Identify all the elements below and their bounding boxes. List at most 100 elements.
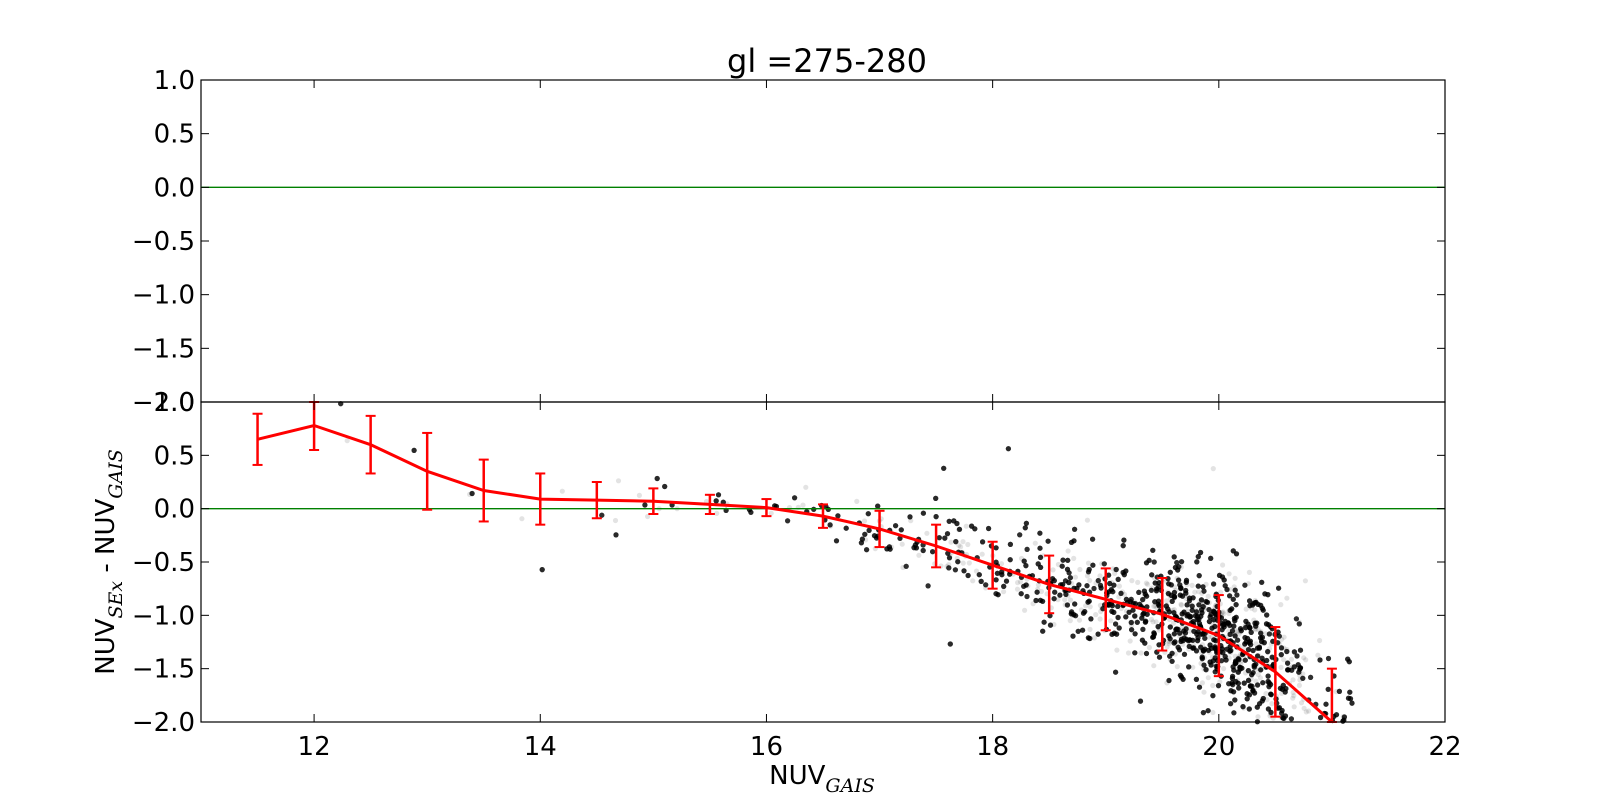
scatter-point — [859, 536, 866, 542]
scatter-point — [1175, 567, 1181, 573]
scatter-point — [1084, 583, 1090, 589]
scatter-point — [1185, 594, 1191, 600]
scatter-point — [1288, 656, 1295, 662]
scatter-point — [1253, 678, 1259, 684]
scatter-point — [1229, 680, 1235, 686]
scatter-point — [1164, 680, 1170, 686]
scatter-point — [1219, 609, 1225, 616]
scatter-point — [1291, 693, 1297, 699]
scatter-point — [1268, 711, 1274, 717]
scatter-point — [1285, 667, 1291, 674]
scatter-point — [1199, 680, 1205, 686]
scatter-point — [1332, 713, 1338, 719]
scatter-point — [1265, 622, 1272, 628]
scatter-point — [1095, 631, 1101, 637]
scatter-point — [1022, 607, 1028, 613]
scatter-point — [965, 541, 971, 548]
scatter-point — [1097, 616, 1103, 622]
scatter-point — [1133, 613, 1139, 619]
scatter-point — [1255, 601, 1261, 608]
scatter-point — [1238, 651, 1244, 657]
scatter-point — [1174, 664, 1180, 670]
scatter-point — [1251, 687, 1257, 693]
scatter-point — [1251, 617, 1257, 623]
scatter-point — [1164, 578, 1170, 585]
scatter-point — [1259, 605, 1265, 612]
scatter-point — [1303, 709, 1309, 715]
scatter-point — [1239, 665, 1245, 671]
scatter-point — [1284, 646, 1290, 653]
scatter-point — [1067, 575, 1073, 581]
scatter-point — [1231, 689, 1237, 695]
scatter-point — [1164, 598, 1170, 604]
scatter-point — [1198, 644, 1204, 650]
scatter-point — [1178, 638, 1184, 645]
scatter-point — [1060, 557, 1066, 563]
scatter-point — [1297, 647, 1304, 653]
scatter-point — [1306, 708, 1312, 714]
scatter-point — [1179, 674, 1185, 680]
scatter-point — [1219, 620, 1225, 626]
scatter-point — [1199, 642, 1206, 648]
scatter-point — [1087, 635, 1093, 642]
scatter-point — [861, 518, 868, 524]
scatter-point — [1234, 677, 1241, 683]
scatter-point — [1302, 578, 1308, 584]
scatter-point — [1093, 580, 1099, 586]
scatter-point — [1132, 614, 1138, 620]
scatter-point — [1201, 662, 1207, 668]
scatter-point — [966, 560, 972, 566]
scatter-point — [998, 561, 1005, 567]
top-y-ticks: 1.00.50.0−0.5−1.0−1.5−2.0 — [132, 66, 1445, 418]
scatter-point — [1204, 667, 1210, 673]
scatter-point — [1252, 626, 1258, 632]
scatter-point — [1186, 646, 1192, 652]
scatter-point — [1194, 631, 1200, 637]
scatter-point — [1264, 697, 1270, 703]
scatter-point — [1152, 603, 1158, 609]
scatter-point — [1296, 669, 1302, 675]
top-x-ticks — [313, 80, 1446, 402]
scatter-point — [1245, 668, 1251, 674]
scatter-point — [1281, 657, 1287, 663]
scatter-point — [803, 484, 809, 490]
scatter-point — [1167, 595, 1174, 601]
scatter-point — [1171, 631, 1177, 637]
scatter-point — [999, 569, 1005, 575]
scatter-point — [1255, 682, 1261, 688]
scatter-point — [948, 539, 954, 545]
scatter-point — [1237, 654, 1243, 660]
scatter-point — [1126, 609, 1132, 615]
scatter-point — [800, 502, 806, 508]
scatter-point — [1142, 640, 1148, 646]
scatter-point — [1166, 641, 1172, 647]
scatter-point — [1266, 646, 1273, 652]
scatter-point — [1226, 571, 1232, 577]
scatter-point — [1208, 662, 1214, 668]
scatter-point — [916, 552, 922, 558]
scatter-point — [1144, 611, 1150, 617]
scatter-point — [1291, 704, 1297, 710]
scatter-point — [1230, 596, 1236, 602]
scatter-point — [1099, 561, 1105, 567]
scatter-point — [1001, 583, 1007, 590]
scatter-point — [1150, 619, 1156, 625]
scatter-point — [1269, 655, 1275, 661]
scatter-point — [1087, 577, 1093, 584]
scatter-point — [1192, 611, 1198, 617]
scatter-point — [969, 523, 975, 529]
scatter-point — [1144, 593, 1150, 599]
scatter-point — [1167, 569, 1173, 575]
scatter-point — [1087, 626, 1093, 633]
scatter-point — [1156, 654, 1163, 660]
scatter-point — [1171, 595, 1177, 601]
scatter-point — [720, 499, 726, 505]
scatter-point — [1218, 589, 1224, 596]
scatter-point — [1108, 584, 1114, 591]
scatter-point — [1090, 562, 1096, 568]
scatter-point — [1032, 540, 1038, 546]
scatter-point — [1093, 612, 1099, 618]
scatter-point — [1229, 606, 1235, 612]
scatter-point — [467, 491, 473, 497]
scatter-point — [1201, 655, 1207, 661]
